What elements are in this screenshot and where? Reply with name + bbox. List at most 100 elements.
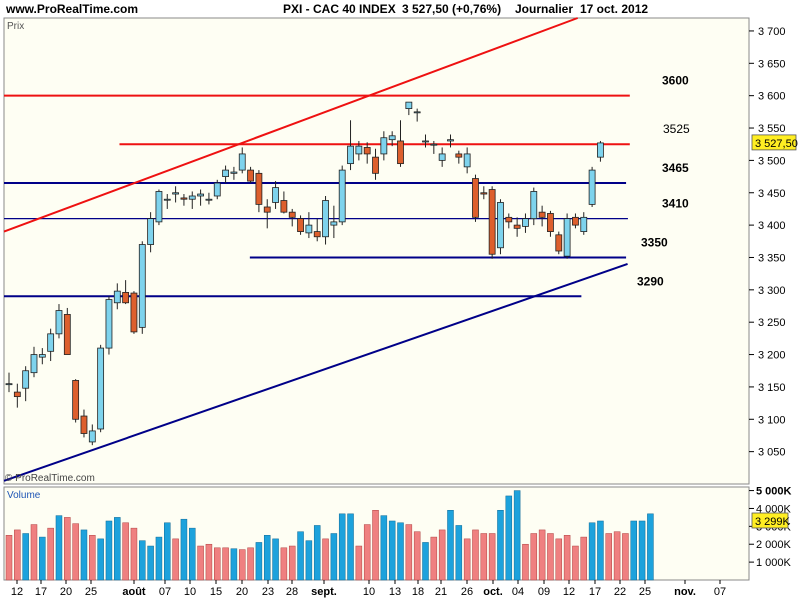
level-label-3410: 3410: [662, 197, 689, 211]
bear-candle: [314, 232, 320, 237]
y-tick-label: 3 150: [758, 382, 786, 394]
bull-candle: [114, 291, 120, 303]
y-tick-label: 3 450: [758, 188, 786, 200]
bull-candle: [273, 188, 279, 203]
volume-bar: [356, 546, 362, 580]
bull-candle: [431, 144, 437, 145]
volume-bar: [231, 549, 237, 580]
volume-bar: [406, 525, 412, 580]
bear-candle: [256, 173, 262, 204]
bull-candle: [89, 431, 95, 442]
bull-candle: [39, 355, 45, 358]
bull-candle: [231, 172, 237, 173]
volume-bar: [572, 546, 578, 580]
x-tick-label: 07: [714, 586, 726, 598]
volume-bar: [464, 539, 470, 580]
volume-bar: [481, 534, 487, 581]
volume-bar: [289, 546, 295, 580]
y-tick-label: 3 500: [758, 155, 786, 167]
x-tick-label: sept.: [311, 586, 337, 598]
volume-bar: [131, 528, 137, 580]
bear-candle: [298, 219, 304, 232]
x-tick-label: 22: [614, 586, 626, 598]
bull-candle: [173, 193, 179, 194]
x-tick-label: 15: [210, 586, 222, 598]
volume-tick-label: 1 000K: [756, 557, 792, 569]
bear-candle: [556, 235, 562, 251]
bull-candle: [48, 334, 54, 351]
bull-candle: [198, 194, 204, 196]
bear-candle: [131, 293, 137, 332]
level-label-3465: 3465: [662, 161, 689, 175]
bull-candle: [56, 311, 62, 334]
bull-candle: [139, 245, 145, 328]
volume-bar: [389, 521, 395, 580]
volume-bar: [472, 530, 478, 580]
level-label-3290: 3290: [637, 274, 664, 288]
volume-bar: [64, 517, 70, 580]
bear-candle: [181, 198, 187, 199]
bull-candle: [522, 219, 528, 227]
bull-candle: [339, 170, 345, 222]
bear-candle: [123, 292, 129, 302]
bear-candle: [572, 217, 578, 225]
volume-bar: [447, 510, 453, 580]
last-price-label: 3 527,50: [755, 138, 798, 150]
bear-candle: [264, 207, 270, 212]
volume-bar: [547, 534, 553, 581]
volume-bar: [514, 491, 520, 580]
volume-bar: [564, 535, 570, 580]
bull-candle: [223, 170, 229, 176]
x-tick-label: 25: [639, 586, 651, 598]
y-tick-label: 3 700: [758, 26, 786, 38]
bear-candle: [248, 170, 254, 181]
volume-bar: [181, 519, 187, 580]
volume-bar: [114, 517, 120, 580]
volume-bar: [439, 530, 445, 580]
volume-bar: [198, 546, 204, 580]
x-tick-label: 12: [11, 586, 23, 598]
bull-candle: [439, 154, 445, 160]
volume-bar: [23, 534, 29, 581]
volume-bar: [323, 539, 329, 580]
volume-bar: [531, 534, 537, 581]
volume-bar: [189, 528, 195, 580]
bear-candle: [398, 141, 404, 164]
volume-bar: [31, 525, 37, 580]
bull-candle: [214, 183, 220, 196]
watermark: © ProRealTime.com: [5, 473, 95, 484]
x-tick-label: 25: [85, 586, 97, 598]
bull-candle: [164, 199, 170, 200]
bull-candle: [389, 136, 395, 140]
volume-bar: [139, 541, 145, 580]
volume-bar: [381, 516, 387, 580]
volume-bar: [39, 537, 45, 580]
volume-bar: [256, 542, 262, 580]
y-tick-label: 3 650: [758, 58, 786, 70]
volume-panel-title: Volume: [7, 490, 41, 501]
bull-candle: [581, 217, 587, 231]
x-tick-label: 17: [589, 586, 601, 598]
bear-candle: [456, 154, 462, 157]
bull-candle: [589, 170, 595, 204]
bull-candle: [381, 138, 387, 154]
y-tick-label: 3 600: [758, 91, 786, 103]
volume-bar: [414, 532, 420, 580]
volume-bar: [156, 537, 162, 580]
volume-bar: [223, 548, 229, 580]
x-tick-label: 12: [563, 586, 575, 598]
x-tick-label: 20: [236, 586, 248, 598]
volume-bar: [489, 534, 495, 581]
bull-candle: [564, 219, 570, 257]
x-tick-label: 18: [412, 586, 424, 598]
x-tick-label: 13: [389, 586, 401, 598]
bull-candle: [531, 191, 537, 218]
x-tick-label: 17: [35, 586, 47, 598]
bull-candle: [148, 219, 154, 245]
volume-bar: [556, 539, 562, 580]
volume-value-label: 3 299K: [755, 516, 791, 528]
volume-bar: [148, 546, 154, 580]
volume-bar: [73, 524, 79, 580]
x-tick-label: oct.: [483, 586, 503, 598]
